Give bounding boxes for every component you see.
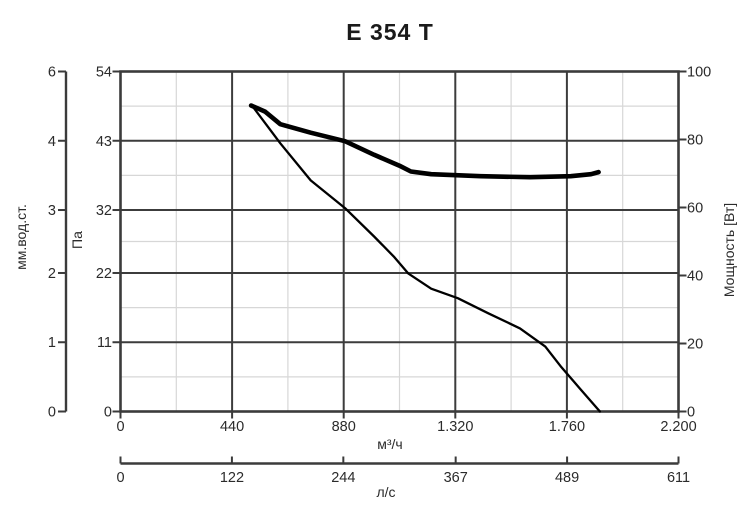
- ls-tick-label: 611: [667, 470, 690, 486]
- power-tick-label: 40: [687, 269, 703, 285]
- mm-tick-label: 2: [48, 266, 56, 282]
- chart-title: E 354 T: [346, 19, 434, 45]
- y-axis-label-power: Мощность [Вт]: [721, 202, 737, 298]
- mm-tick-label: 6: [48, 65, 56, 81]
- ls-tick-label: 0: [116, 470, 124, 486]
- mm-tick-label: 3: [48, 203, 56, 219]
- pressure-curve: [251, 104, 602, 413]
- ls-tick-label: 489: [555, 470, 579, 486]
- ls-tick-label: 367: [444, 470, 468, 486]
- pa-tick-label: 43: [96, 134, 112, 150]
- flow-tick-label: 2.200: [660, 419, 696, 435]
- x-axis-label-m3h: м³/ч: [377, 436, 403, 452]
- ls-tick-label: 244: [331, 470, 355, 486]
- pa-tick-label: 32: [96, 203, 112, 219]
- power-tick-label: 60: [687, 201, 703, 217]
- mm-tick-label: 0: [48, 405, 56, 421]
- pa-tick-label: 11: [97, 335, 112, 351]
- power-tick-label: 100: [687, 65, 711, 81]
- plot-frame: [119, 70, 680, 413]
- pa-tick-label: 54: [96, 65, 112, 81]
- flow-tick-label: 1.320: [437, 419, 473, 435]
- y-axis-label-mm-water: мм.вод.ст.: [13, 204, 29, 270]
- pa-tick-label: 22: [96, 266, 112, 282]
- flow-tick-label: 440: [220, 419, 244, 435]
- x-axis-label-ls: л/с: [376, 484, 396, 500]
- mm-tick-label: 4: [48, 134, 56, 150]
- mm-tick-label: 1: [48, 335, 56, 351]
- flow-tick-label: 1.760: [549, 419, 585, 435]
- flow-tick-label: 0: [116, 419, 124, 435]
- power-tick-label: 80: [687, 133, 703, 149]
- power-tick-label: 20: [687, 337, 703, 353]
- pa-tick-label: 0: [104, 405, 112, 421]
- power-curve: [248, 103, 601, 180]
- flow-tick-label: 880: [332, 419, 356, 435]
- power-tick-label: 0: [687, 405, 695, 421]
- y-axis-label-pa: Па: [69, 231, 85, 249]
- ls-tick-label: 122: [220, 470, 244, 486]
